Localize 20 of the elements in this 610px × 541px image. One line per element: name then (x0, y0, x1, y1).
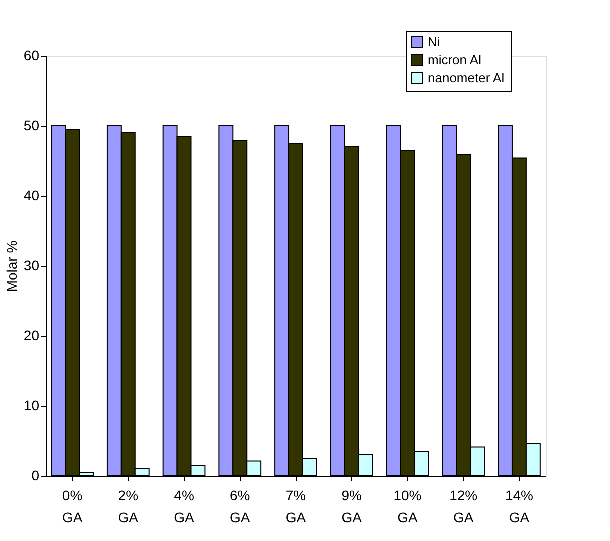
x-tick-label: 10% GA (394, 488, 422, 526)
x-tick-label: 7% GA (286, 488, 307, 526)
x-tick-label: 0% GA (62, 488, 84, 526)
legend-label: micron Al (428, 52, 482, 68)
x-tick-label: 2% GA (118, 488, 140, 526)
legend-label: nanometer Al (428, 70, 505, 86)
y-tick-label: 20 (24, 328, 40, 344)
y-tick-label: 40 (24, 188, 40, 204)
y-tick-label: 10 (24, 398, 40, 414)
y-tick-label: 60 (24, 48, 40, 64)
y-tick-label: 0 (32, 468, 40, 484)
x-tick-label: 9% GA (342, 488, 363, 526)
x-tick-label: 6% GA (230, 488, 251, 526)
x-tick-label: 4% GA (174, 488, 196, 526)
x-tick-label: 12% GA (450, 488, 478, 526)
y-tick-label: 30 (24, 258, 40, 274)
y-tick-label: 50 (24, 118, 40, 134)
y-axis-title: Molar % (4, 240, 20, 292)
x-tick-label: 14% GA (505, 488, 534, 526)
legend-label: Ni (428, 34, 440, 50)
